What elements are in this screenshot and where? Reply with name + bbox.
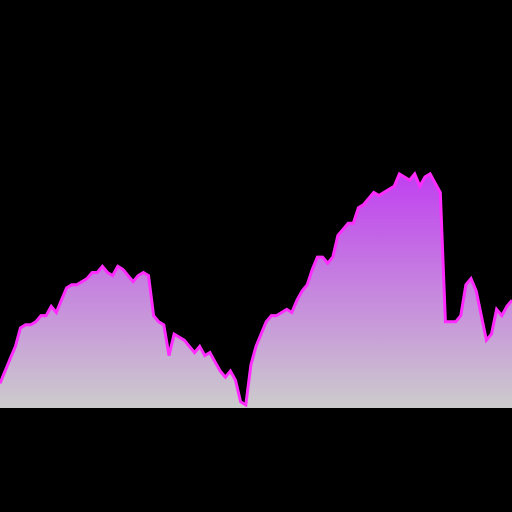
series-0-line: [0, 171, 512, 408]
series-0-area: [0, 173, 512, 408]
plot-area: [0, 171, 512, 408]
